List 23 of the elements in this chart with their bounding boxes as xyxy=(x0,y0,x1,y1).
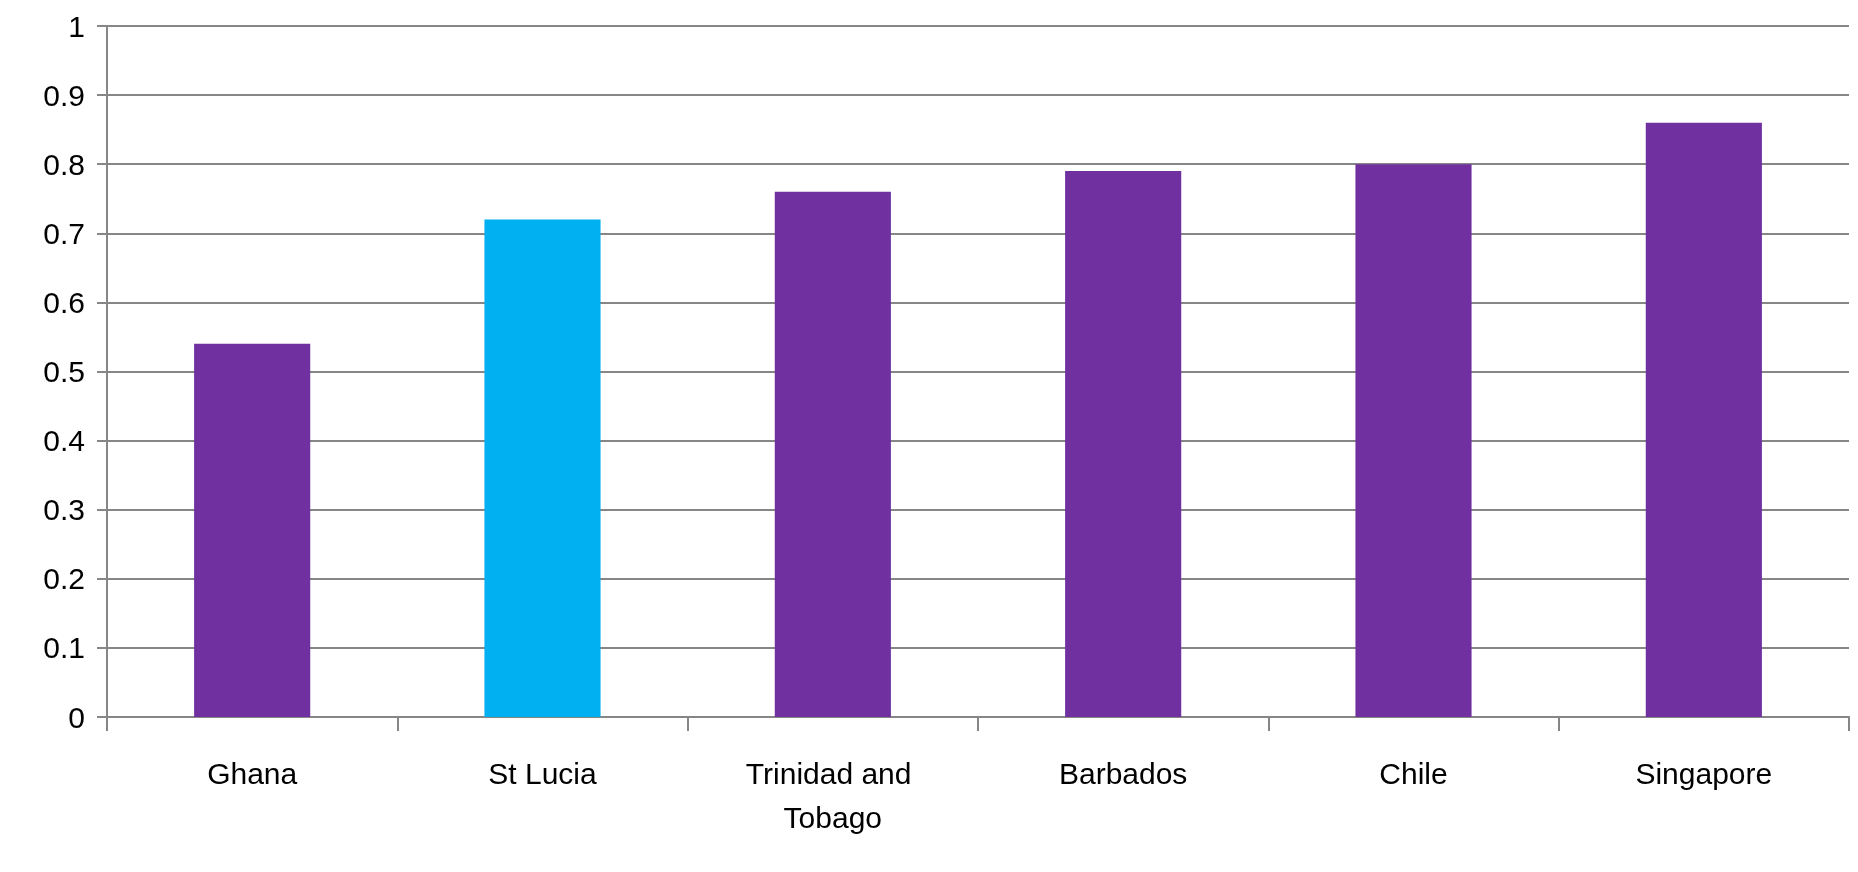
y-tick-label: 0.7 xyxy=(43,216,85,250)
x-tick-label: St Lucia xyxy=(488,756,598,790)
bar xyxy=(1355,164,1472,717)
x-tick-label: Chile xyxy=(1379,756,1448,790)
x-tick-label: Barbados xyxy=(1058,756,1188,790)
y-tick-label: 0.1 xyxy=(43,631,85,665)
bar xyxy=(774,191,891,717)
y-tick-label: 0.8 xyxy=(43,147,85,181)
x-tick-label: Ghana xyxy=(207,756,298,790)
y-tick-label: 0.9 xyxy=(43,78,85,112)
bar xyxy=(484,219,601,717)
y-tick-label: 0 xyxy=(68,700,85,734)
x-tick-label: Trinidad and Tobago xyxy=(745,756,920,834)
y-tick-label: 0.4 xyxy=(43,424,85,458)
bar xyxy=(1065,171,1182,717)
y-tick-label: 0.2 xyxy=(43,562,85,596)
y-tick-label: 0.6 xyxy=(43,285,85,319)
y-tick-label: 0.5 xyxy=(43,355,85,388)
x-tick-label: Singapore xyxy=(1635,756,1773,790)
bar xyxy=(194,343,311,717)
y-tick-label: 0.3 xyxy=(43,493,85,527)
bar xyxy=(1645,122,1762,717)
y-tick-label: 1 xyxy=(68,9,85,43)
